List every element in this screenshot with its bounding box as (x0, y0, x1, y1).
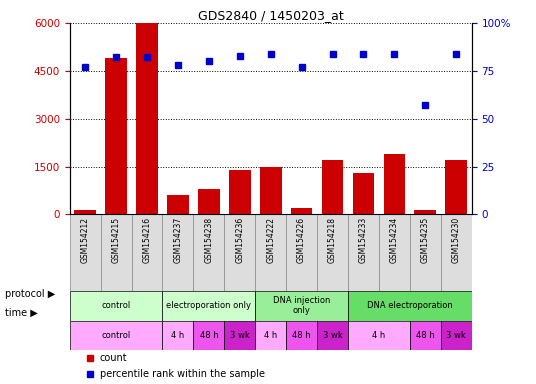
Text: protocol ▶: protocol ▶ (5, 289, 56, 299)
Text: GSM154235: GSM154235 (421, 217, 430, 263)
Bar (410, 321, 441, 350)
Text: GSM154238: GSM154238 (204, 217, 213, 263)
Bar (162, 321, 193, 350)
Bar (167, 195, 189, 214)
Bar (229, 170, 251, 214)
Bar (101, 214, 131, 291)
Text: GSM154222: GSM154222 (266, 217, 275, 263)
Bar (255, 291, 348, 321)
Bar (162, 291, 255, 321)
Text: 48 h: 48 h (292, 331, 311, 340)
Text: GSM154236: GSM154236 (235, 217, 244, 263)
Text: 4 h: 4 h (172, 331, 184, 340)
Text: percentile rank within the sample: percentile rank within the sample (100, 369, 265, 379)
Text: time ▶: time ▶ (5, 308, 38, 318)
Bar (348, 291, 472, 321)
Text: GSM154234: GSM154234 (390, 217, 399, 263)
Bar (348, 214, 379, 291)
Bar (322, 160, 344, 214)
Bar (317, 214, 348, 291)
Bar (131, 214, 162, 291)
Bar (353, 173, 374, 214)
Text: count: count (100, 353, 128, 363)
Text: 4 h: 4 h (264, 331, 277, 340)
Bar (414, 210, 436, 214)
Text: electroporation only: electroporation only (166, 301, 251, 310)
Bar (224, 321, 255, 350)
Bar (441, 214, 472, 291)
Bar (384, 154, 405, 214)
Text: GSM154212: GSM154212 (80, 217, 90, 263)
Bar (70, 214, 101, 291)
Bar (70, 291, 162, 321)
Text: DNA injection
only: DNA injection only (273, 296, 330, 316)
Bar (162, 214, 193, 291)
Bar (255, 321, 286, 350)
Text: DNA electroporation: DNA electroporation (367, 301, 453, 310)
Bar (193, 321, 224, 350)
Bar (410, 214, 441, 291)
Title: GDS2840 / 1450203_at: GDS2840 / 1450203_at (198, 9, 344, 22)
Bar (286, 214, 317, 291)
Text: 3 wk: 3 wk (230, 331, 250, 340)
Text: 48 h: 48 h (199, 331, 218, 340)
Text: GSM154215: GSM154215 (111, 217, 121, 263)
Bar (75, 210, 96, 214)
Text: GSM154216: GSM154216 (143, 217, 152, 263)
Text: 48 h: 48 h (416, 331, 435, 340)
Bar (193, 214, 224, 291)
Bar (224, 214, 255, 291)
Bar (255, 214, 286, 291)
Text: control: control (101, 301, 131, 310)
Bar (291, 208, 312, 214)
Text: GSM154233: GSM154233 (359, 217, 368, 263)
Bar (260, 167, 281, 214)
Bar (441, 321, 472, 350)
Text: GSM154237: GSM154237 (174, 217, 182, 263)
Bar (136, 23, 158, 214)
Bar (348, 321, 410, 350)
Text: GSM154218: GSM154218 (328, 217, 337, 263)
Text: 4 h: 4 h (373, 331, 385, 340)
Text: 3 wk: 3 wk (323, 331, 343, 340)
Text: GSM154226: GSM154226 (297, 217, 306, 263)
Text: control: control (101, 331, 131, 340)
Bar (198, 189, 220, 214)
Bar (445, 160, 467, 214)
Bar (105, 58, 127, 214)
Text: 3 wk: 3 wk (446, 331, 466, 340)
Bar (70, 321, 162, 350)
Bar (286, 321, 317, 350)
Text: GSM154230: GSM154230 (452, 217, 461, 263)
Bar (317, 321, 348, 350)
Bar (379, 214, 410, 291)
